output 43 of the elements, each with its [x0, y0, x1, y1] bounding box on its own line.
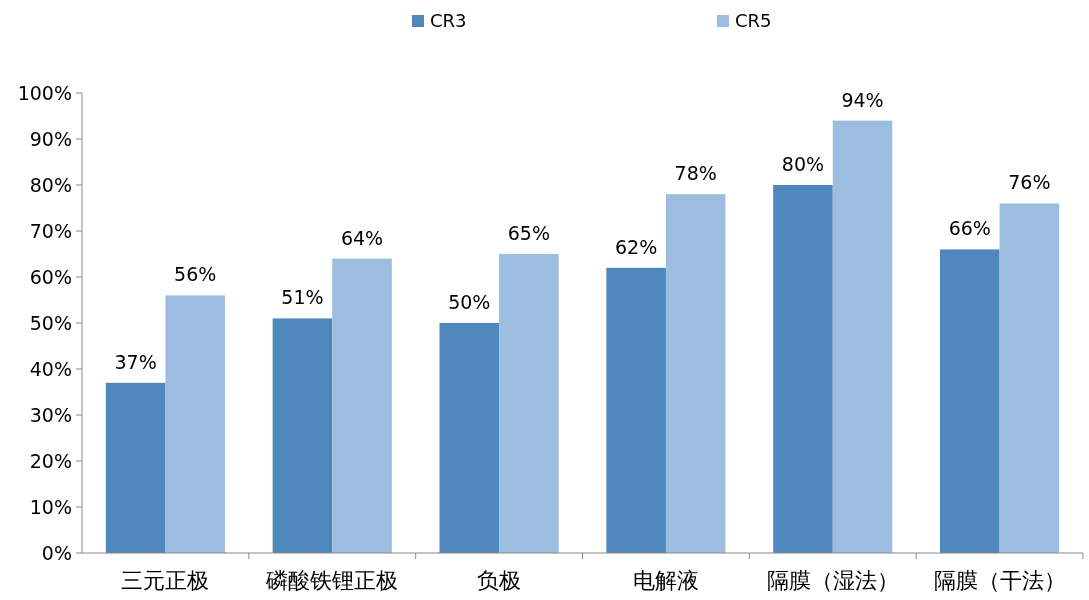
data-label: 94% — [841, 88, 884, 111]
data-label: 80% — [781, 153, 825, 175]
y-tick-label: 40% — [29, 357, 72, 380]
data-label: 37% — [114, 350, 157, 373]
data-label: 78% — [674, 162, 717, 185]
y-tick-label: 80% — [29, 173, 72, 196]
x-tick-label: 负极 — [477, 568, 522, 593]
legend-label: CR5 — [735, 10, 772, 31]
bar — [832, 120, 893, 553]
y-tick-label: 100% — [17, 81, 72, 104]
y-tick-label: 60% — [29, 265, 72, 288]
data-label: 64% — [340, 226, 384, 249]
y-tick-label: 10% — [29, 495, 72, 518]
bar — [165, 295, 225, 553]
bar — [999, 203, 1060, 553]
bar — [940, 249, 1000, 553]
bar — [665, 194, 726, 553]
y-tick-label: 90% — [29, 127, 72, 150]
data-label: 62% — [615, 235, 658, 258]
x-tick-label: 三元正极 — [121, 568, 210, 593]
x-tick-label: 隔膜（湿法） — [766, 568, 899, 593]
y-tick-label: 0% — [41, 541, 72, 564]
data-label: 56% — [174, 263, 217, 286]
data-label: 65% — [507, 222, 550, 244]
x-tick-label: 磷酸铁锂正极 — [265, 568, 399, 593]
data-label: 50% — [448, 291, 491, 313]
y-tick-label: 50% — [29, 311, 72, 334]
data-label: 76% — [1008, 171, 1051, 194]
y-tick-label: 70% — [29, 219, 72, 242]
y-tick-label: 20% — [29, 449, 72, 472]
legend-label: CR3 — [430, 10, 467, 31]
bar — [499, 254, 559, 553]
bar — [332, 258, 392, 553]
bar — [272, 318, 333, 553]
bar — [105, 382, 166, 553]
data-label: 51% — [281, 286, 324, 309]
x-tick-label: 隔膜（干法） — [933, 568, 1066, 593]
bar — [439, 323, 500, 553]
y-tick-label: 30% — [29, 403, 72, 426]
bar — [773, 185, 833, 553]
bar — [606, 267, 666, 553]
data-label: 66% — [948, 217, 991, 240]
x-tick-label: 电解液 — [632, 568, 699, 593]
